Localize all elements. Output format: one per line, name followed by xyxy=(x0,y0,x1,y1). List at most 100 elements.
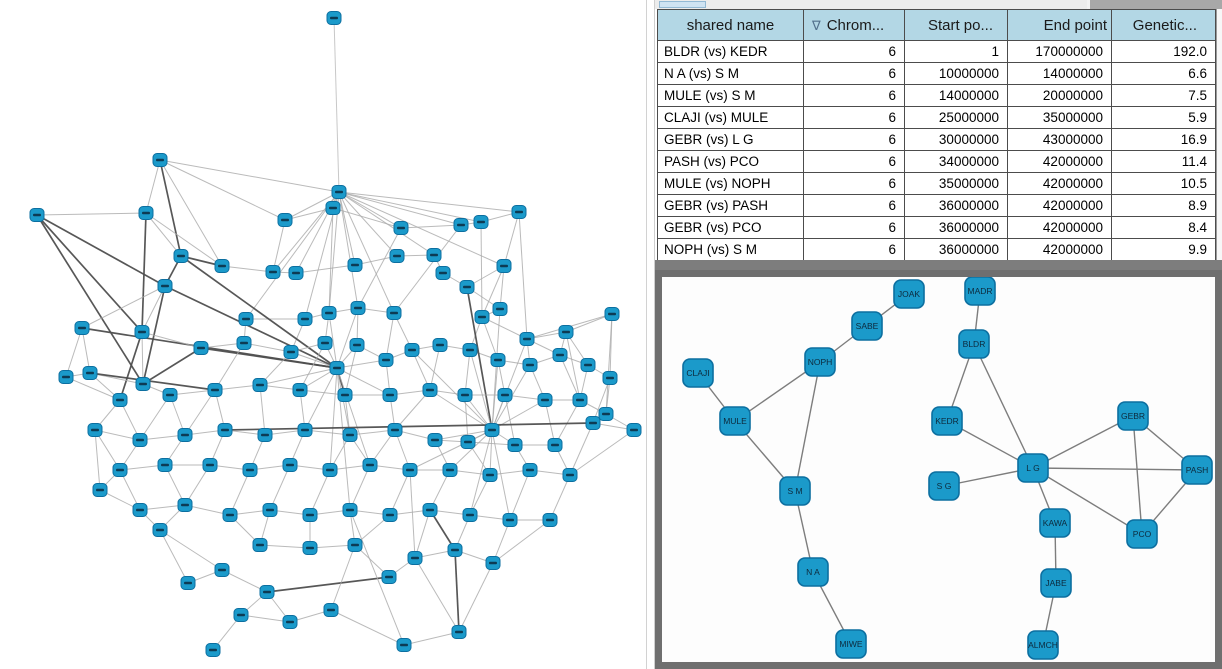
table-cell[interactable]: 6 xyxy=(804,239,905,261)
table-cell[interactable]: 25000000 xyxy=(905,107,1008,129)
network-node[interactable] xyxy=(426,248,442,262)
network-node[interactable] xyxy=(252,378,268,392)
network-node[interactable] xyxy=(321,306,337,320)
table-cell[interactable]: 20000000 xyxy=(1008,85,1112,107)
node-mule[interactable]: MULE xyxy=(719,406,751,436)
network-node[interactable] xyxy=(132,433,148,447)
network-node[interactable] xyxy=(252,538,268,552)
column-header-shared-name[interactable]: shared name xyxy=(658,10,804,41)
network-node[interactable] xyxy=(205,643,221,657)
table-cell[interactable]: 42000000 xyxy=(1008,195,1112,217)
table-cell[interactable]: 6 xyxy=(804,151,905,173)
table-cell[interactable]: 6.6 xyxy=(1112,63,1216,85)
network-node[interactable] xyxy=(402,463,418,477)
network-node[interactable] xyxy=(323,603,339,617)
network-node[interactable] xyxy=(317,336,333,350)
network-node[interactable] xyxy=(407,551,423,565)
network-node[interactable] xyxy=(547,438,563,452)
network-node[interactable] xyxy=(238,312,254,326)
network-node[interactable] xyxy=(112,463,128,477)
table-cell[interactable]: 9.9 xyxy=(1112,239,1216,261)
table-cell[interactable]: 6 xyxy=(804,85,905,107)
network-node[interactable] xyxy=(202,458,218,472)
network-node[interactable] xyxy=(492,302,508,316)
table-cell[interactable]: 192.0 xyxy=(1112,41,1216,63)
table-cell[interactable]: 11.4 xyxy=(1112,151,1216,173)
node-gebr[interactable]: GEBR xyxy=(1117,401,1149,431)
node-kedr[interactable]: KEDR xyxy=(931,406,963,436)
network-node[interactable] xyxy=(381,570,397,584)
table-row[interactable]: BLDR (vs) KEDR 6 1 170000000 192.0 xyxy=(658,41,1216,63)
network-node[interactable] xyxy=(112,393,128,407)
node-pco[interactable]: PCO xyxy=(1126,519,1158,549)
network-node[interactable] xyxy=(292,383,308,397)
node-s-m[interactable]: S M xyxy=(779,476,811,506)
table-cell[interactable]: BLDR (vs) KEDR xyxy=(658,41,804,63)
network-node[interactable] xyxy=(459,280,475,294)
table-row[interactable]: NOPH (vs) S M 6 36000000 42000000 9.9 xyxy=(658,239,1216,261)
network-node[interactable] xyxy=(453,218,469,232)
table-h-scrollbar[interactable] xyxy=(655,0,1222,9)
table-row[interactable]: GEBR (vs) L G 6 30000000 43000000 16.9 xyxy=(658,129,1216,151)
table-cell[interactable]: 1 xyxy=(905,41,1008,63)
column-header-end-point[interactable]: End point xyxy=(1008,10,1112,41)
table-cell[interactable]: 6 xyxy=(804,107,905,129)
network-node[interactable] xyxy=(349,338,365,352)
network-node[interactable] xyxy=(282,458,298,472)
filter-icon[interactable]: ∇ xyxy=(812,18,821,33)
table-cell[interactable]: 10.5 xyxy=(1112,173,1216,195)
network-node[interactable] xyxy=(277,213,293,227)
table-cell[interactable]: MULE (vs) NOPH xyxy=(658,173,804,195)
network-node[interactable] xyxy=(484,423,500,437)
table-cell[interactable]: 42000000 xyxy=(1008,173,1112,195)
network-node[interactable] xyxy=(331,185,347,199)
network-node[interactable] xyxy=(177,498,193,512)
h-scrollbar-thumb[interactable] xyxy=(659,1,706,8)
table-cell[interactable]: 8.4 xyxy=(1112,217,1216,239)
network-node[interactable] xyxy=(242,463,258,477)
network-node[interactable] xyxy=(92,483,108,497)
network-node[interactable] xyxy=(162,388,178,402)
network-node[interactable] xyxy=(537,393,553,407)
network-node[interactable] xyxy=(362,458,378,472)
table-cell[interactable]: 42000000 xyxy=(1008,239,1112,261)
table-cell[interactable]: 35000000 xyxy=(905,173,1008,195)
node-almch[interactable]: ALMCH xyxy=(1027,630,1059,660)
network-node[interactable] xyxy=(422,503,438,517)
network-node[interactable] xyxy=(496,259,512,273)
network-node[interactable] xyxy=(157,458,173,472)
network-node[interactable] xyxy=(337,388,353,402)
table-cell[interactable]: 42000000 xyxy=(1008,151,1112,173)
table-cell[interactable]: 10000000 xyxy=(905,63,1008,85)
network-node[interactable] xyxy=(329,361,345,375)
network-node[interactable] xyxy=(132,503,148,517)
network-node[interactable] xyxy=(214,563,230,577)
network-node[interactable] xyxy=(442,463,458,477)
network-node[interactable] xyxy=(288,266,304,280)
table-cell[interactable]: MULE (vs) S M xyxy=(658,85,804,107)
network-node[interactable] xyxy=(297,312,313,326)
node-noph[interactable]: NOPH xyxy=(804,347,836,377)
secondary-network-view[interactable]: JOAK MADR SABE NOPH CLAJI MULE BLDR KEDR GEBR L G… xyxy=(655,270,1222,669)
network-node[interactable] xyxy=(585,416,601,430)
network-node[interactable] xyxy=(347,258,363,272)
table-row[interactable]: GEBR (vs) PASH 6 36000000 42000000 8.9 xyxy=(658,195,1216,217)
network-node[interactable] xyxy=(522,358,538,372)
network-node[interactable] xyxy=(497,388,513,402)
table-cell[interactable]: 6 xyxy=(804,129,905,151)
network-node[interactable] xyxy=(217,423,233,437)
table-cell[interactable]: 14000000 xyxy=(905,85,1008,107)
network-node[interactable] xyxy=(432,338,448,352)
network-node[interactable] xyxy=(322,463,338,477)
network-node[interactable] xyxy=(138,206,154,220)
network-node[interactable] xyxy=(502,513,518,527)
table-cell[interactable]: 6 xyxy=(804,63,905,85)
network-node[interactable] xyxy=(180,576,196,590)
network-node[interactable] xyxy=(473,215,489,229)
table-v-scrollbar[interactable] xyxy=(1216,9,1222,261)
network-node[interactable] xyxy=(490,353,506,367)
network-node[interactable] xyxy=(82,366,98,380)
network-node[interactable] xyxy=(214,259,230,273)
network-node[interactable] xyxy=(302,508,318,522)
table-row[interactable]: CLAJI (vs) MULE 6 25000000 35000000 5.9 xyxy=(658,107,1216,129)
